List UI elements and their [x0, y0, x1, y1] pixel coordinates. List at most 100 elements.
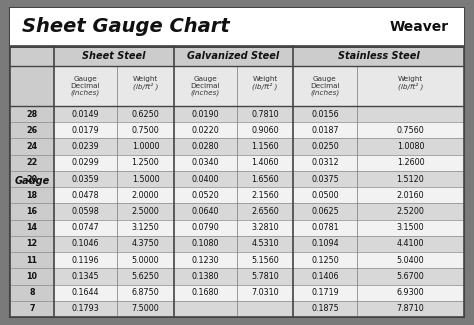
Bar — [174, 66, 293, 106]
Text: 0.0340: 0.0340 — [192, 158, 219, 167]
Text: 5.1560: 5.1560 — [251, 256, 279, 265]
Text: 0.0400: 0.0400 — [192, 175, 219, 184]
Bar — [10, 46, 464, 48]
Text: 12: 12 — [27, 240, 37, 248]
Text: 5.0000: 5.0000 — [132, 256, 159, 265]
Text: 0.1250: 0.1250 — [311, 256, 339, 265]
Text: 22: 22 — [27, 158, 37, 167]
Text: Weight: Weight — [252, 76, 278, 82]
Text: 1.0000: 1.0000 — [132, 142, 159, 151]
Text: 0.1680: 0.1680 — [192, 288, 219, 297]
Bar — [54, 187, 464, 203]
Text: Gauge: Gauge — [313, 76, 337, 82]
Text: 0.0312: 0.0312 — [311, 158, 339, 167]
Text: 1.6560: 1.6560 — [251, 175, 279, 184]
Text: 20: 20 — [27, 175, 37, 184]
Text: 0.0747: 0.0747 — [72, 223, 100, 232]
Text: 0.0156: 0.0156 — [311, 110, 339, 119]
Text: 0.0250: 0.0250 — [311, 142, 339, 151]
Text: 0.7560: 0.7560 — [397, 126, 424, 135]
Text: 16: 16 — [27, 207, 37, 216]
Text: 7.0310: 7.0310 — [251, 288, 279, 297]
Bar — [54, 301, 464, 317]
Text: 1.5120: 1.5120 — [397, 175, 424, 184]
Text: 2.0160: 2.0160 — [397, 191, 424, 200]
Bar — [54, 203, 464, 220]
Text: 0.1196: 0.1196 — [72, 256, 100, 265]
Text: 0.7810: 0.7810 — [251, 110, 279, 119]
Bar — [54, 46, 174, 66]
Text: Gauge: Gauge — [73, 76, 97, 82]
Bar — [54, 66, 174, 106]
Text: 2.0000: 2.0000 — [132, 191, 159, 200]
Text: 0.0149: 0.0149 — [72, 110, 100, 119]
Text: 1.4060: 1.4060 — [251, 158, 279, 167]
Bar — [10, 46, 464, 317]
Text: Stainless Steel: Stainless Steel — [337, 51, 419, 61]
Text: 1.2500: 1.2500 — [132, 158, 159, 167]
Text: 0.9060: 0.9060 — [251, 126, 279, 135]
Bar — [54, 268, 464, 285]
Bar — [54, 155, 464, 171]
Text: 5.7810: 5.7810 — [251, 272, 279, 281]
Text: 0.1719: 0.1719 — [311, 288, 339, 297]
Text: 0.1875: 0.1875 — [311, 305, 339, 313]
Text: 2.1560: 2.1560 — [251, 191, 279, 200]
Text: (lb/ft² ): (lb/ft² ) — [398, 82, 423, 90]
Bar — [54, 138, 464, 155]
Bar — [54, 252, 464, 268]
Text: 2.5200: 2.5200 — [397, 207, 424, 216]
Text: Decimal: Decimal — [191, 83, 220, 89]
Text: (inches): (inches) — [310, 90, 340, 96]
Bar — [10, 46, 54, 317]
Bar — [293, 66, 464, 106]
Text: 0.0280: 0.0280 — [191, 142, 219, 151]
Text: 26: 26 — [27, 126, 37, 135]
Text: Weaver: Weaver — [390, 20, 449, 34]
Text: (inches): (inches) — [71, 90, 100, 96]
Bar — [54, 236, 464, 252]
Text: 0.7500: 0.7500 — [132, 126, 159, 135]
Text: 28: 28 — [27, 110, 37, 119]
Text: 0.0375: 0.0375 — [311, 175, 339, 184]
Text: 0.0781: 0.0781 — [311, 223, 339, 232]
Text: 1.1560: 1.1560 — [251, 142, 279, 151]
Text: 14: 14 — [27, 223, 37, 232]
Bar — [54, 122, 464, 138]
Text: 3.2810: 3.2810 — [251, 223, 279, 232]
Text: 0.1230: 0.1230 — [191, 256, 219, 265]
Bar — [174, 46, 293, 66]
Text: 0.0220: 0.0220 — [191, 126, 219, 135]
Bar — [54, 171, 464, 187]
Text: Sheet Steel: Sheet Steel — [82, 51, 146, 61]
Text: 4.4100: 4.4100 — [397, 240, 424, 248]
Text: 5.6250: 5.6250 — [132, 272, 159, 281]
Text: 18: 18 — [27, 191, 37, 200]
Text: 0.1793: 0.1793 — [72, 305, 100, 313]
Bar — [54, 285, 464, 301]
Text: 11: 11 — [27, 256, 37, 265]
Text: Sheet Gauge Chart: Sheet Gauge Chart — [22, 18, 230, 36]
Text: (lb/ft² ): (lb/ft² ) — [133, 82, 158, 90]
Text: Galvanized Steel: Galvanized Steel — [187, 51, 280, 61]
Text: 6.8750: 6.8750 — [132, 288, 159, 297]
Text: Decimal: Decimal — [71, 83, 100, 89]
Text: 0.1380: 0.1380 — [192, 272, 219, 281]
Text: 4.3750: 4.3750 — [132, 240, 159, 248]
Text: 1.5000: 1.5000 — [132, 175, 159, 184]
Text: Gauge: Gauge — [193, 76, 218, 82]
Text: 0.1406: 0.1406 — [311, 272, 339, 281]
Text: 0.6250: 0.6250 — [132, 110, 159, 119]
Text: 0.1345: 0.1345 — [72, 272, 100, 281]
Bar — [54, 220, 464, 236]
Text: 0.0625: 0.0625 — [311, 207, 339, 216]
Text: 1.0080: 1.0080 — [397, 142, 424, 151]
Text: 0.0190: 0.0190 — [191, 110, 219, 119]
Text: 5.6700: 5.6700 — [397, 272, 424, 281]
Text: 10: 10 — [27, 272, 37, 281]
Text: 0.0239: 0.0239 — [72, 142, 100, 151]
Text: 0.1046: 0.1046 — [72, 240, 99, 248]
Text: 0.0520: 0.0520 — [191, 191, 219, 200]
Text: 0.0478: 0.0478 — [72, 191, 100, 200]
Text: 2.5000: 2.5000 — [132, 207, 159, 216]
